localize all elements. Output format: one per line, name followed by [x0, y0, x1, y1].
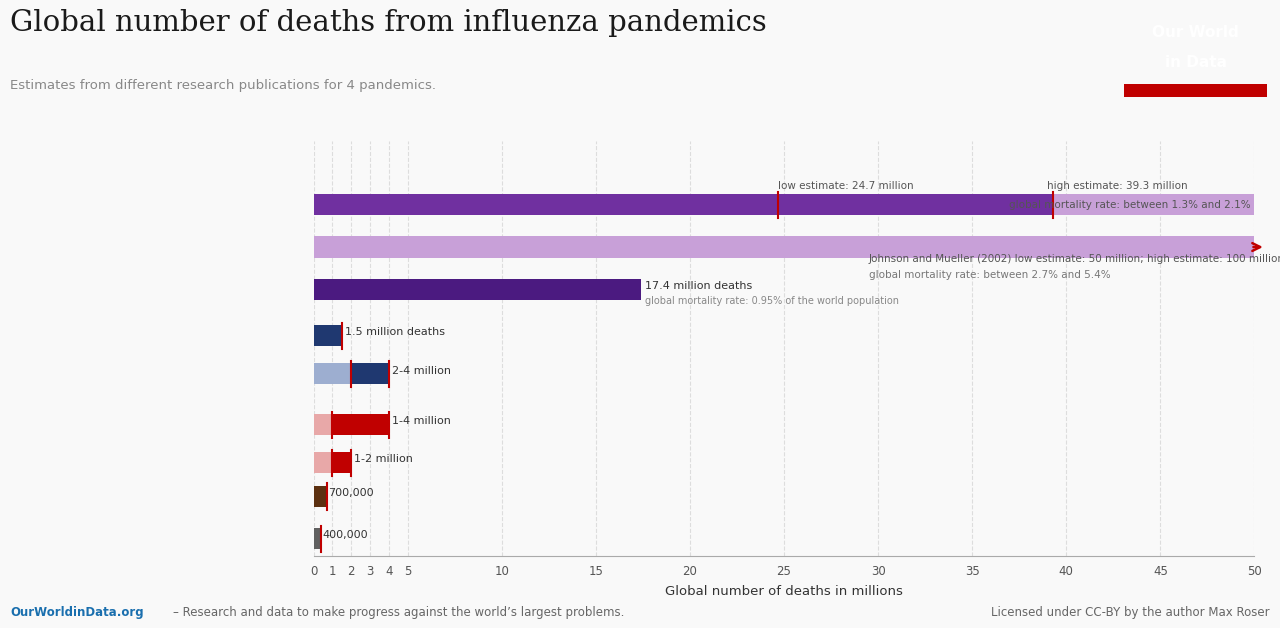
Text: 1-2 million: 1-2 million: [355, 454, 413, 464]
Bar: [314, 194, 1254, 215]
Bar: [333, 452, 351, 474]
Text: 1.5 million deaths: 1.5 million deaths: [344, 327, 444, 337]
Bar: [314, 364, 389, 384]
Text: Global number of deaths from influenza pandemics: Global number of deaths from influenza p…: [10, 9, 767, 38]
Text: – Research and data to make progress against the world’s largest problems.: – Research and data to make progress aga…: [173, 605, 625, 619]
Text: 700,000: 700,000: [328, 488, 374, 498]
Bar: [314, 414, 389, 435]
Bar: [1124, 84, 1267, 97]
Bar: [314, 237, 1254, 257]
Text: 2-4 million: 2-4 million: [392, 365, 451, 376]
Text: global mortality rate: 0.95% of the world population: global mortality rate: 0.95% of the worl…: [645, 296, 899, 306]
X-axis label: Global number of deaths in millions: Global number of deaths in millions: [666, 585, 902, 598]
Bar: [351, 364, 389, 384]
Text: Licensed under CC-BY by the author Max Roser: Licensed under CC-BY by the author Max R…: [991, 605, 1270, 619]
Bar: [314, 279, 641, 300]
Bar: [314, 486, 326, 507]
Bar: [314, 452, 351, 474]
Text: high estimate: 39.3 million: high estimate: 39.3 million: [1047, 181, 1188, 191]
Bar: [314, 528, 321, 550]
Bar: [333, 414, 389, 435]
Text: global mortality rate: between 2.7% and 5.4%: global mortality rate: between 2.7% and …: [869, 270, 1110, 280]
Bar: [314, 237, 1254, 257]
Bar: [314, 194, 1053, 215]
Text: global mortality rate: between 1.3% and 2.1%: global mortality rate: between 1.3% and …: [1009, 200, 1251, 210]
Text: low estimate: 24.7 million: low estimate: 24.7 million: [778, 181, 914, 191]
Text: 400,000: 400,000: [323, 531, 369, 541]
Text: 1-4 million: 1-4 million: [392, 416, 451, 426]
Text: in Data: in Data: [1165, 55, 1226, 70]
Text: Johnson and Mueller (2002) low estimate: 50 million; high estimate: 100 million: Johnson and Mueller (2002) low estimate:…: [869, 254, 1280, 264]
Bar: [314, 325, 342, 347]
Text: OurWorldinData.org: OurWorldinData.org: [10, 605, 143, 619]
Text: Our World: Our World: [1152, 24, 1239, 40]
Text: Estimates from different research publications for 4 pandemics.: Estimates from different research public…: [10, 78, 436, 92]
Text: 17.4 million deaths: 17.4 million deaths: [645, 281, 753, 291]
